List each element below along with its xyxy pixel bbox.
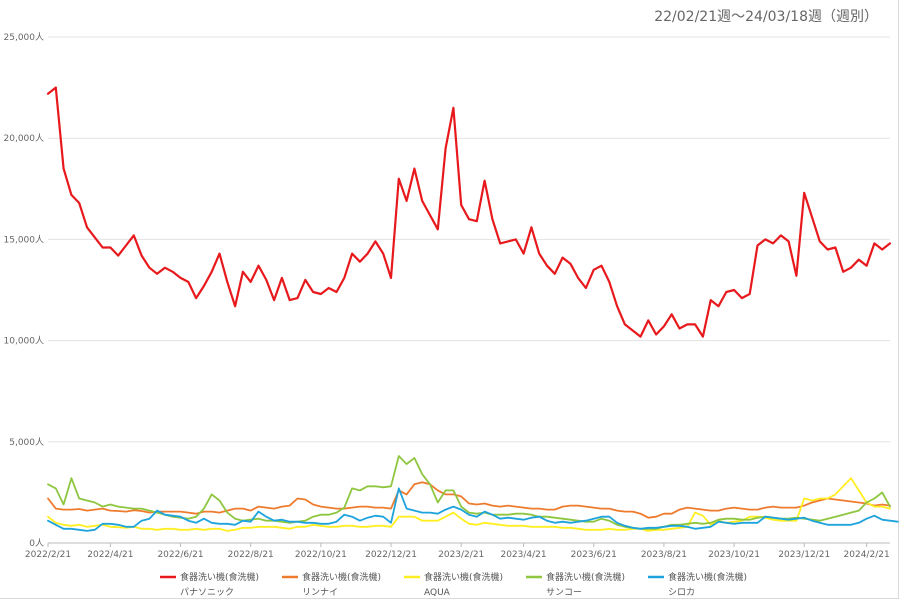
- x-tick-label: 2023/2/21: [438, 550, 484, 560]
- x-tick-label: 2023/8/21: [641, 550, 687, 560]
- y-tick-label: 15,000人: [4, 234, 45, 245]
- legend-brand-label: サンコー: [546, 587, 582, 598]
- y-tick-label: 5,000人: [9, 437, 44, 448]
- x-axis: 2022/2/21 2022/4/21 2022/6/21 2022/8/21 2022…: [25, 543, 890, 560]
- series-line-3: [47, 455, 891, 530]
- series-line-4: [47, 487, 899, 532]
- legend-series-name: 食器洗い機(食洗機): [668, 571, 747, 583]
- legend-series-name: 食器洗い機(食洗機): [424, 571, 503, 583]
- x-tick-label: 2023/12/21: [778, 550, 830, 560]
- series-lines: [46, 86, 899, 532]
- series-line-0: [46, 86, 892, 338]
- y-tick-label: 10,000人: [4, 336, 45, 347]
- legend-series-name: 食器洗い機(食洗機): [546, 571, 625, 583]
- series-line-1: [47, 481, 891, 519]
- y-tick-label: 0人: [29, 538, 44, 549]
- legend-brand-label: パナソニック: [180, 587, 234, 598]
- x-tick-label: 2022/8/21: [228, 550, 274, 560]
- y-axis-ticks: 0人 5,000人 10,000人 15,000人 20,000人 25,000人: [4, 32, 45, 549]
- x-tick-label: 2022/10/21: [295, 550, 347, 560]
- legend-series-name: 食器洗い機(食洗機): [180, 571, 259, 583]
- legend: 食器洗い機(食洗機) パナソニック 食器洗い機(食洗機) リンナイ 食器洗い機(食洗機)…: [160, 571, 747, 598]
- y-tick-label: 20,000人: [4, 133, 45, 144]
- legend-series-name: 食器洗い機(食洗機): [302, 571, 381, 583]
- grid-lines: [48, 36, 890, 544]
- x-tick-label: 2023/6/21: [571, 550, 617, 560]
- x-tick-label: 2022/6/21: [157, 550, 203, 560]
- legend-brand-label: リンナイ: [302, 587, 338, 598]
- y-tick-label: 25,000人: [4, 32, 45, 43]
- period-label: 22/02/21週〜24/03/18週（週別）: [654, 9, 878, 25]
- legend-brand-label: シロカ: [668, 587, 695, 598]
- x-tick-label: 2023/4/21: [500, 550, 546, 560]
- series-line-2: [47, 477, 891, 532]
- legend-brand-label: AQUA: [424, 588, 451, 598]
- x-tick-label: 2022/12/21: [365, 550, 417, 560]
- x-tick-label: 2024/2/21: [844, 550, 890, 560]
- x-tick-label: 2022/4/21: [87, 550, 133, 560]
- x-tick-label: 2022/2/21: [25, 550, 71, 560]
- x-tick-label: 2023/10/21: [708, 550, 760, 560]
